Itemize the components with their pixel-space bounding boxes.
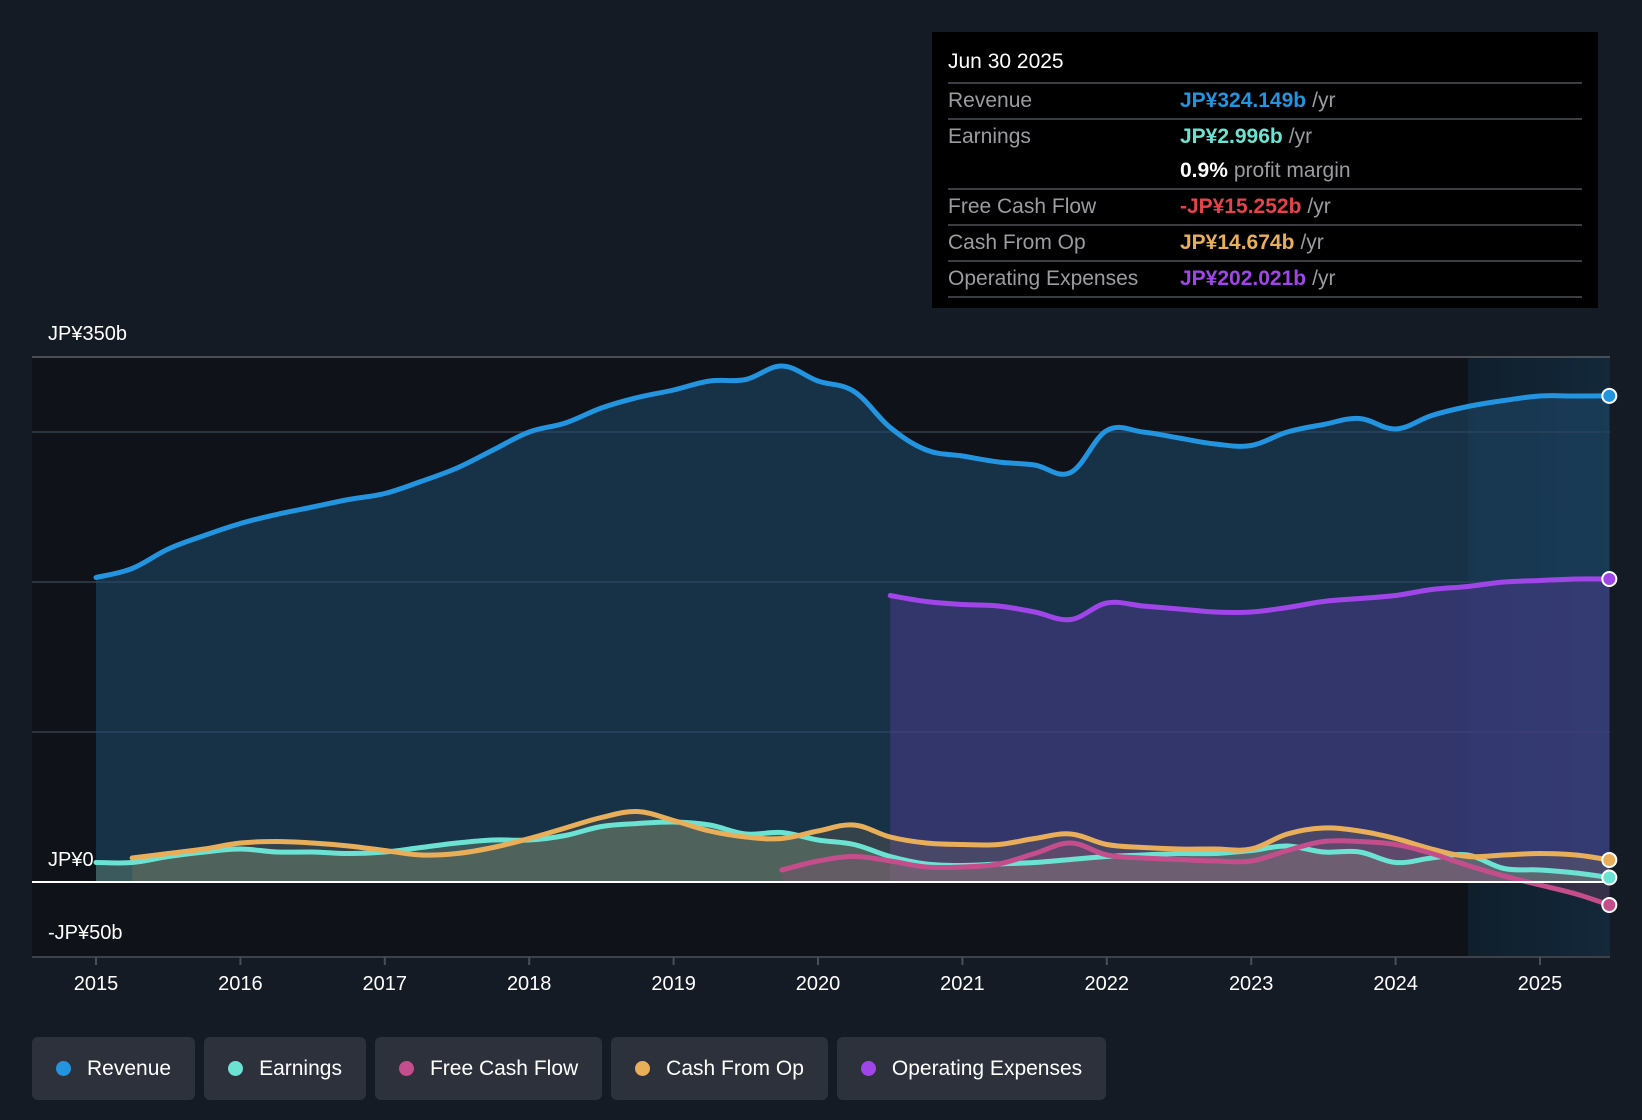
tooltip-value: -JP¥15.252b (1180, 195, 1302, 218)
free-cash-flow-line (779, 838, 1612, 908)
legend-item-earnings[interactable]: Earnings (204, 1037, 366, 1100)
cash-from-op-end-point (1601, 851, 1618, 868)
operating-expenses-line (887, 576, 1612, 623)
x-tick-label: 2016 (218, 973, 263, 995)
tooltip-value: JP¥2.996b (1180, 125, 1283, 148)
x-tick-label: 2021 (940, 973, 985, 995)
x-tick-label: 2020 (796, 973, 841, 995)
tooltip-label: Cash From Op (948, 231, 1086, 254)
free-cash-flow-dot-icon (398, 1061, 414, 1076)
operating-expenses-area (890, 578, 1610, 882)
tooltip-unit: /yr (1307, 195, 1331, 218)
x-tick-label: 2017 (363, 973, 408, 995)
legend: Revenue Earnings Free Cash Flow Cash Fro… (32, 1037, 1107, 1100)
legend-label: Revenue (87, 1056, 172, 1080)
legend-item-revenue[interactable]: Revenue (32, 1037, 196, 1100)
tooltip-row-operating-expenses: Operating Expenses JP¥202.021b /yr (948, 262, 1582, 298)
tooltip-value: JP¥202.021b (1180, 267, 1307, 290)
legend-item-operating-expenses[interactable]: Operating Expenses (836, 1037, 1107, 1100)
tooltip-label: Operating Expenses (948, 267, 1139, 290)
tooltip-value: 0.9% (1180, 159, 1228, 182)
legend-item-cash-from-op[interactable]: Cash From Op (611, 1037, 828, 1100)
cash-from-op-dot-icon (635, 1061, 651, 1076)
revenue-dot-icon (56, 1061, 71, 1076)
free-cash-flow-end-point (1601, 896, 1618, 913)
tooltip-unit: /yr (1312, 267, 1336, 290)
x-tick-label: 2022 (1085, 973, 1130, 995)
revenue-end-point (1601, 387, 1618, 404)
tooltip-row-free-cash-flow: Free Cash Flow -JP¥15.252b /yr (948, 190, 1582, 226)
legend-item-free-cash-flow[interactable]: Free Cash Flow (374, 1037, 603, 1100)
tooltip-label (948, 154, 1180, 188)
tooltip-unit: /yr (1312, 89, 1336, 112)
tooltip-label: Earnings (948, 125, 1031, 148)
x-tick-label: 2023 (1229, 973, 1274, 995)
y-axis-label: -JP¥50b (48, 922, 123, 944)
earnings-area (96, 821, 1610, 882)
x-tick-label: 2019 (651, 973, 696, 995)
tooltip-unit: profit margin (1233, 159, 1351, 182)
operating-expenses-dot-icon (860, 1061, 876, 1076)
tooltip-unit: /yr (1288, 125, 1313, 148)
earnings-dot-icon (228, 1061, 244, 1076)
tooltip-row-profit-margin: 0.9% profit margin (948, 154, 1582, 190)
tooltip-panel: Jun 30 2025 Revenue JP¥324.149b /yr Earn… (932, 32, 1598, 308)
cash-from-op-area (132, 811, 1610, 882)
x-tick-label: 2018 (507, 973, 552, 995)
x-tick-label: 2024 (1373, 973, 1418, 995)
cash-from-op-line (129, 808, 1612, 863)
x-tick-label: 2015 (74, 973, 119, 995)
tooltip-unit: /yr (1300, 231, 1324, 254)
tooltip-row-earnings: Earnings JP¥2.996b /yr (948, 120, 1582, 154)
revenue-line (93, 363, 1612, 580)
x-tick-label: 2025 (1518, 973, 1563, 995)
earnings-end-point (1601, 869, 1618, 886)
legend-label: Cash From Op (666, 1056, 804, 1080)
legend-label: Earnings (259, 1056, 342, 1080)
tooltip-label: Revenue (948, 89, 1033, 112)
operating-expenses-end-point (1601, 571, 1618, 587)
tooltip-value: JP¥324.149b (1180, 89, 1307, 112)
free-cash-flow-area (781, 840, 1610, 905)
tooltip-row-cash-from-op: Cash From Op JP¥14.674b /yr (948, 226, 1582, 262)
legend-label: Operating Expenses (891, 1056, 1083, 1080)
legend-label: Free Cash Flow (429, 1056, 579, 1080)
tooltip-label: Free Cash Flow (948, 195, 1097, 218)
tooltip-row-revenue: Revenue JP¥324.149b /yr (948, 84, 1582, 120)
tooltip-date: Jun 30 2025 (948, 46, 1582, 84)
tooltip-value: JP¥14.674b (1180, 231, 1295, 254)
y-axis-label: JP¥350b (48, 323, 127, 345)
earnings-line (93, 819, 1612, 880)
y-axis-label: JP¥0 (48, 849, 94, 871)
